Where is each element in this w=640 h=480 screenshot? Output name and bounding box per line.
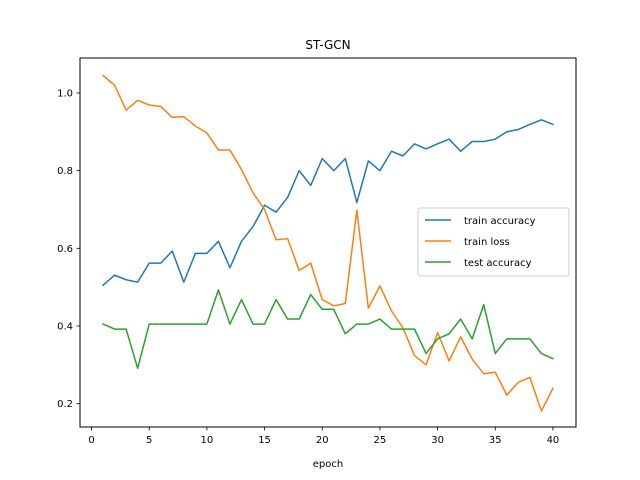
x-tick-label: 0 — [88, 435, 94, 446]
x-tick-label: 10 — [201, 435, 214, 446]
y-tick-label: 1.0 — [57, 88, 73, 99]
y-tick-label: 0.6 — [57, 244, 73, 255]
x-tick-label: 40 — [547, 435, 560, 446]
x-tick-label: 35 — [489, 435, 502, 446]
legend-label-1: train accuracy — [464, 216, 536, 227]
x-tick-label: 5 — [146, 435, 152, 446]
y-axis-ticks: 0.2 0.4 0.6 0.8 1.0 — [57, 88, 80, 410]
series-line-1 — [102, 119, 554, 287]
x-tick-label: 20 — [316, 435, 329, 446]
y-tick-label: 0.2 — [57, 399, 73, 410]
y-tick-label: 0.4 — [57, 322, 73, 333]
x-tick-label: 30 — [431, 435, 444, 446]
y-tick-label: 0.8 — [57, 166, 73, 177]
series-line-3 — [102, 289, 554, 370]
x-tick-label: 25 — [374, 435, 387, 446]
legend-label-3: test accuracy — [464, 258, 532, 269]
chart-title: ST-GCN — [305, 38, 350, 52]
legend-box — [417, 207, 570, 277]
series-line-2 — [102, 74, 554, 412]
x-axis-label: epoch — [313, 459, 343, 470]
series-layer — [102, 74, 554, 412]
x-axis-ticks: 0 5 10 15 20 25 30 35 40 — [88, 427, 559, 446]
legend: train accuracy train loss test accuracy — [417, 207, 570, 277]
plot-frame — [79, 57, 577, 428]
x-tick-label: 15 — [258, 435, 271, 446]
legend-label-2: train loss — [464, 237, 510, 248]
legend-items: train accuracy train loss test accuracy — [425, 216, 536, 269]
